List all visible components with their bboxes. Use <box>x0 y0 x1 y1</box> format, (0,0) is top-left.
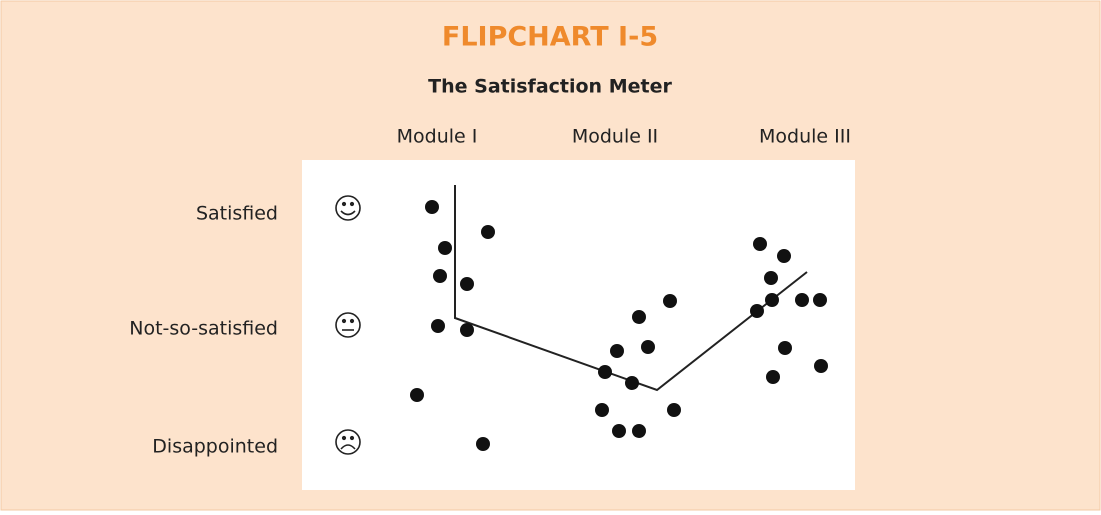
module-label: Module II <box>572 126 658 148</box>
panel <box>302 160 855 490</box>
title: FLIPCHART I-5 <box>442 22 658 53</box>
subtitle: The Satisfaction Meter <box>428 76 672 98</box>
neutral-face <box>335 312 361 338</box>
faces <box>335 195 361 455</box>
module-label: Module I <box>397 126 478 148</box>
rating-label: Not-so-satisfied <box>129 318 278 340</box>
rating-label: Satisfied <box>196 203 278 225</box>
happy-face <box>335 195 361 221</box>
dots <box>410 200 828 451</box>
rating-label: Disappointed <box>152 436 278 458</box>
module-label: Module III <box>759 126 851 148</box>
sad-face <box>335 429 361 455</box>
trend-line <box>454 185 808 392</box>
